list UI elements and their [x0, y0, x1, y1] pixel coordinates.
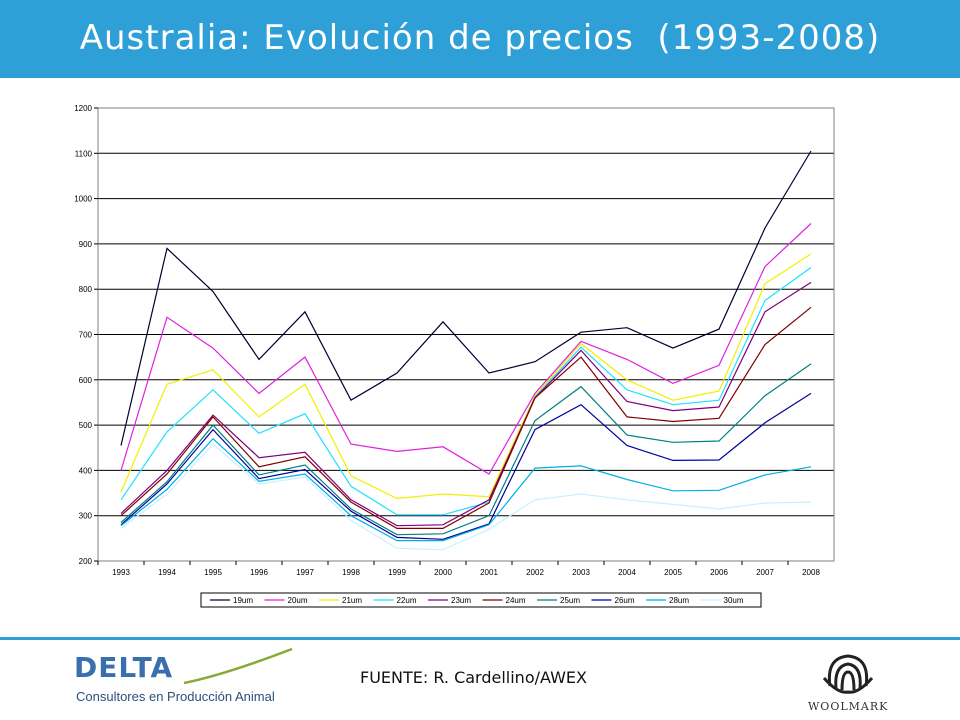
legend-label: 21um [342, 596, 362, 605]
series-line-30um [120, 443, 812, 551]
x-tick-label: 2007 [756, 568, 774, 577]
y-axis: 200 300 400 500 600 700 800 900 1000 1100 1200 [74, 104, 98, 566]
series-line-21um [120, 253, 812, 500]
legend-label: 24um [506, 596, 526, 605]
legend-label: 25um [560, 596, 580, 605]
slide-title: Australia: Evolución de precios (1993-20… [79, 18, 881, 58]
y-tick-label: 500 [79, 421, 93, 430]
y-tick-label: 800 [79, 285, 93, 294]
x-tick-label: 1998 [342, 568, 360, 577]
series-line-24um [120, 306, 812, 529]
x-tick-label: 1997 [296, 568, 314, 577]
woolmark-logo-word: WOOLMARK [808, 700, 889, 713]
legend-label: 30um [724, 596, 744, 605]
legend: 19um 20um 21um 22um 23um 24um 25um 26um 28um 30um [200, 592, 762, 608]
series-line-23um [120, 281, 812, 527]
price-line-chart: 200 300 400 500 600 700 800 900 1000 1100 1200 199… [74, 104, 835, 608]
series-lines [120, 150, 812, 551]
x-axis: 1993 1994 1995 1996 1997 1998 1999 2000 2001 2002… [97, 561, 820, 577]
y-tick-label: 600 [79, 376, 93, 385]
series-line-26um [120, 392, 812, 540]
y-tick-label: 300 [79, 512, 93, 521]
title-banner [0, 0, 960, 78]
delta-swoosh-icon [184, 647, 293, 685]
x-tick-label: 1994 [158, 568, 176, 577]
legend-label: 22um [397, 596, 417, 605]
y-tick-label: 200 [79, 557, 93, 566]
y-tick-label: 1100 [75, 149, 93, 158]
delta-logo: DELTA Consultores en Producción Animal [74, 645, 304, 715]
series-line-22um [120, 267, 812, 516]
x-tick-label: 2004 [618, 568, 636, 577]
y-tick-label: 1200 [74, 104, 92, 113]
source-credit: FUENTE: R. Cardellino/AWEX [360, 668, 587, 687]
series-line-19um [120, 150, 812, 446]
gridlines [98, 152, 834, 517]
series-line-20um [120, 223, 812, 475]
x-tick-label: 2000 [434, 568, 452, 577]
legend-label: 26um [615, 596, 635, 605]
x-tick-label: 2003 [572, 568, 590, 577]
legend-box [200, 592, 762, 608]
y-tick-label: 700 [79, 331, 93, 340]
x-tick-label: 2005 [664, 568, 682, 577]
legend-label: 28um [669, 596, 689, 605]
x-tick-label: 1993 [112, 568, 130, 577]
delta-logo-word: DELTA [74, 651, 174, 684]
x-tick-label: 2002 [526, 568, 544, 577]
legend-label: 23um [451, 596, 471, 605]
y-tick-label: 900 [79, 240, 93, 249]
x-tick-label: 1995 [204, 568, 222, 577]
y-tick-label: 400 [79, 466, 93, 475]
series-line-28um [120, 437, 812, 542]
woolmark-logo: WOOLMARK [808, 648, 888, 716]
legend-label: 20um [288, 596, 308, 605]
series-line-25um [120, 363, 812, 536]
x-tick-label: 1999 [388, 568, 406, 577]
woolmark-icon [822, 654, 874, 694]
x-tick-label: 2008 [802, 568, 820, 577]
x-tick-label: 2001 [480, 568, 498, 577]
delta-logo-tagline: Consultores en Producción Animal [76, 689, 275, 704]
footer-divider [0, 637, 960, 640]
x-tick-label: 2006 [710, 568, 728, 577]
legend-label: 19um [233, 596, 253, 605]
y-tick-label: 1000 [74, 195, 92, 204]
x-tick-label: 1996 [250, 568, 268, 577]
